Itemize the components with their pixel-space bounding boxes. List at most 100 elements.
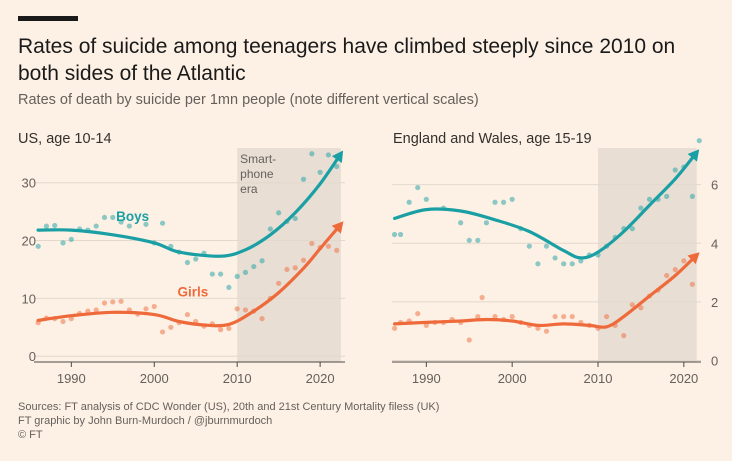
panel2-boys-point	[492, 199, 498, 205]
panel2-boys-point	[415, 184, 421, 191]
panel2-girls-point	[689, 281, 696, 287]
panel1-boys-point	[68, 236, 74, 242]
panel2-girls-point	[492, 313, 498, 320]
panel2-boys-point	[483, 220, 490, 226]
panel2-shaded-region	[598, 148, 697, 362]
panel1-x-tick-label: 2020	[306, 371, 335, 386]
panel1-y-tick-label: 20	[22, 234, 36, 249]
panel1-boys-point	[159, 220, 166, 226]
panel2-y-tick-label: 4	[711, 236, 718, 251]
girls-label: Girls	[177, 285, 208, 300]
credit-note: FT graphic by John Burn-Murdoch / @jburn…	[18, 415, 273, 427]
boys-label: Boys	[116, 209, 149, 224]
panel1-girls-point	[259, 316, 265, 322]
panel1-girls-point	[93, 307, 99, 313]
panel1-x-tick-label: 2000	[140, 371, 169, 386]
panel1-boys-point	[334, 163, 340, 170]
panel2-boys-point	[397, 231, 404, 238]
panel1-girls-point	[300, 257, 307, 263]
panel2-girls-point	[638, 305, 644, 311]
panel1-girls-point	[218, 327, 224, 333]
panel2-y-tick-label: 6	[711, 178, 718, 193]
panel2-boys-point	[664, 193, 670, 199]
panel2-boys-point	[406, 199, 412, 205]
panel1-boys-point	[110, 214, 116, 221]
panel1-y-tick-label: 10	[22, 291, 36, 306]
panel1-boys-point	[276, 210, 282, 216]
panel1-girls-point	[226, 325, 232, 332]
panel1-girls-point	[118, 298, 124, 304]
panel1-girls-point	[151, 303, 157, 310]
panel2-girls-point	[475, 313, 481, 320]
panel1-boys-point	[325, 152, 332, 158]
panel2-boys-point	[569, 261, 575, 267]
panel2-boys-trend-line	[393, 150, 699, 260]
panel2-boys-point	[578, 258, 584, 264]
panel2-boys-point	[543, 243, 550, 249]
panel2-boys-point	[535, 261, 541, 267]
panel1-boys-point	[267, 226, 273, 232]
panel2-title: England and Wales, age 15-19	[393, 131, 592, 147]
panel1-girls-point	[110, 299, 116, 305]
chart-title: Rates of suicide among teenagers have cl…	[18, 35, 676, 85]
panel2-x-tick-label: 2000	[498, 371, 527, 386]
panel1-girls-point	[184, 311, 191, 318]
panel2-girls-point	[415, 311, 421, 317]
panel2-boys-point	[696, 138, 702, 144]
panel1-girls-point	[276, 280, 282, 286]
panel1-boys-point	[93, 223, 99, 229]
panel1-girls-point	[101, 300, 108, 306]
panel2-boys-point	[509, 196, 515, 202]
panel1-boys-point	[317, 169, 323, 175]
panel1-boys-arrowhead	[331, 150, 344, 163]
panel2-boys-point	[672, 167, 678, 173]
panel1-boys-point	[193, 256, 199, 262]
copyright-note: © FT	[18, 429, 43, 441]
panel2-boys-arrowhead	[687, 149, 700, 162]
panel2-boys-point	[638, 205, 644, 211]
panel1-girls-point	[234, 306, 240, 312]
footer: Sources: FT analysis of CDC Wonder (US),…	[18, 400, 439, 442]
panel1-boys-point	[126, 223, 132, 229]
panel1-girls-point	[60, 318, 66, 325]
brand-bar	[18, 16, 78, 21]
panel1-girls-point	[242, 307, 249, 313]
panel2-y-tick-label: 0	[711, 354, 718, 369]
panel1-title: US, age 10-14	[18, 131, 112, 147]
panel2-girls-point	[509, 313, 515, 320]
panel1-girls-point	[284, 266, 290, 273]
panel1-boys-point	[52, 222, 58, 229]
panel1-x-tick-label: 1990	[57, 371, 86, 386]
panel2-girls-arrowhead	[687, 252, 700, 265]
panel2-boys-point	[561, 261, 567, 267]
panel1-boys-point	[309, 151, 315, 157]
panel1-girls-point	[292, 265, 298, 271]
panel2-boys-point	[552, 255, 558, 261]
panel2-x-tick-label: 2020	[669, 371, 698, 386]
panel2-boys-point	[646, 196, 653, 202]
panel1-boys-point	[35, 243, 41, 249]
panel1-girls-point	[325, 243, 332, 249]
panel2-girls-point	[681, 258, 687, 264]
sources-note: Sources: FT analysis of CDC Wonder (US),…	[18, 401, 440, 413]
panel1-girls-trend-line	[36, 222, 343, 328]
panel1-shade-label-line: Smart-	[240, 152, 276, 166]
panel1-girls-point	[168, 324, 174, 330]
panel1-boys-point	[209, 271, 215, 277]
panel2-girls-point	[629, 302, 635, 308]
panel2-boys-point	[500, 199, 507, 205]
panel1-boys-point	[234, 273, 240, 279]
panel2-girls-point	[479, 294, 485, 301]
panel1-girls-point	[159, 329, 166, 335]
panel1-boys-point	[43, 223, 50, 229]
panel1-girls-point	[309, 240, 315, 247]
panel2-boys-point	[629, 226, 635, 232]
panel2-girls-point	[552, 313, 558, 320]
panel1-boys-trend-line	[36, 152, 343, 258]
panel1-boys-point	[143, 221, 149, 227]
panel2-boys-point	[526, 243, 532, 249]
panel1-shade-label-line: era	[240, 182, 258, 196]
panel2-girls-point	[664, 272, 670, 279]
panel1-boys-point	[251, 263, 257, 270]
